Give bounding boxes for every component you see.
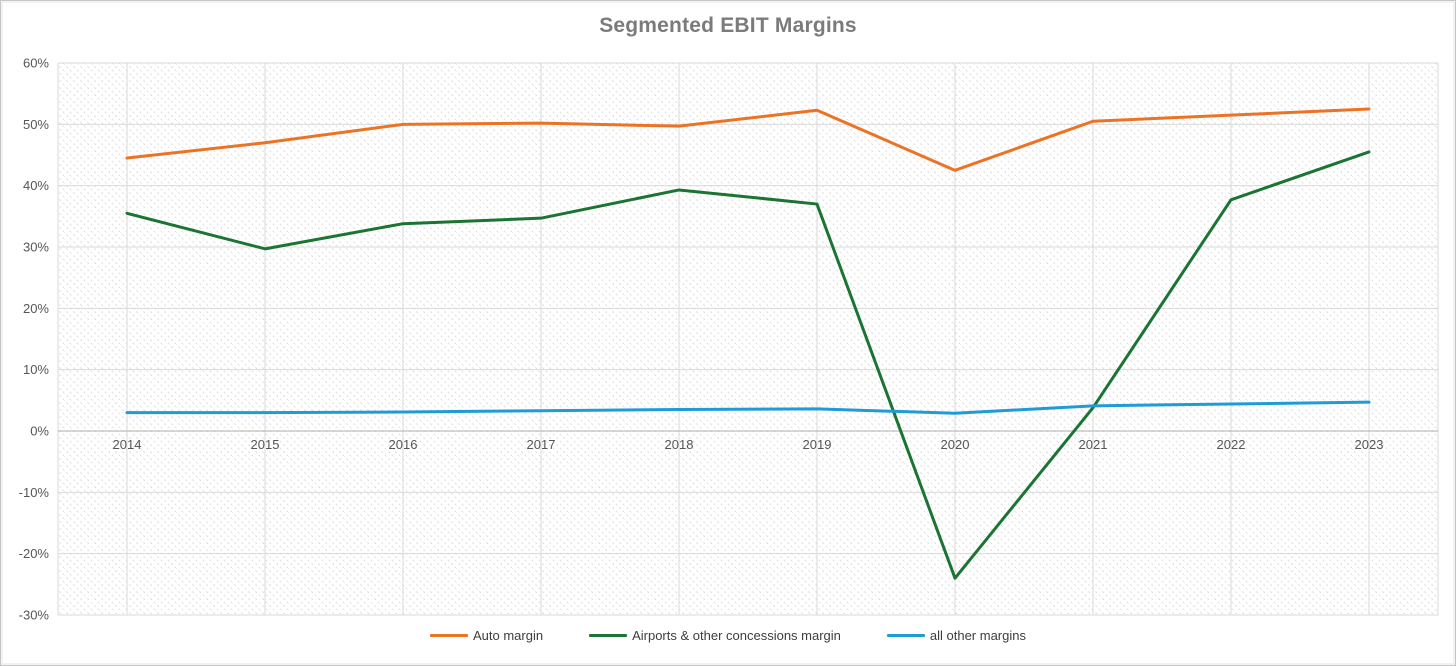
y-axis-tick-label: 40%	[23, 178, 49, 193]
x-axis-tick-label: 2017	[527, 437, 556, 452]
y-axis-tick-label: -20%	[19, 546, 50, 561]
x-axis-tick-label: 2023	[1355, 437, 1384, 452]
plot-background	[58, 63, 1438, 615]
y-axis-tick-label: 30%	[23, 240, 49, 255]
x-axis-tick-label: 2016	[389, 437, 418, 452]
legend-swatch-line	[429, 634, 468, 637]
series-line-all-other-margins	[125, 400, 1371, 415]
chart-title: Segmented EBIT Margins	[599, 14, 857, 37]
y-axis-tick-label: 60%	[23, 56, 49, 71]
legend-item: Airports & other concessions margin	[589, 628, 841, 643]
y-axis-tick-label: -30%	[19, 608, 50, 623]
legend-label: all other margins	[929, 628, 1026, 643]
x-axis-tick-label: 2020	[941, 437, 970, 452]
legend-swatch-line	[589, 634, 628, 637]
chart-legend: Auto margin Airports & other concessions …	[1, 628, 1455, 643]
y-axis-tick-label: -10%	[19, 485, 50, 500]
x-axis-tick-label: 2014	[113, 437, 142, 452]
y-axis-tick-label: 20%	[23, 301, 49, 316]
x-axis-tick-label: 2019	[803, 437, 832, 452]
x-axis-tick-label: 2022	[1217, 437, 1246, 452]
y-axis-tick-label: 0%	[30, 424, 49, 439]
legend-swatch-line	[886, 634, 925, 637]
legend-label: Airports & other concessions margin	[632, 628, 841, 643]
legend-item: Auto margin	[429, 628, 544, 643]
x-axis-tick-label: 2018	[665, 437, 694, 452]
x-axis-tick-label: 2021	[1079, 437, 1108, 452]
series-line-auto-margin	[125, 107, 1371, 172]
y-axis-tick-label: 50%	[23, 117, 49, 132]
legend-label: Auto margin	[472, 628, 544, 643]
series-line-airports-other-concessions-margin	[125, 150, 1371, 580]
y-axis-tick-label: 10%	[23, 362, 49, 377]
legend-item: all other margins	[886, 628, 1026, 643]
x-axis-tick-label: 2015	[251, 437, 280, 452]
